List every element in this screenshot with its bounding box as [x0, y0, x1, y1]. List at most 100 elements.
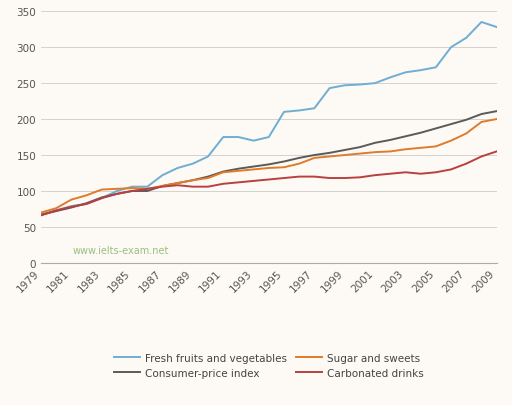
Consumer-price index	[175, 181, 181, 186]
Fresh fruits and vegetables	[175, 166, 181, 171]
Legend: Fresh fruits and vegetables, Consumer-price index, Sugar and sweets, Carbonated : Fresh fruits and vegetables, Consumer-pr…	[110, 349, 428, 382]
Sugar and sweets	[266, 166, 272, 171]
Sugar and sweets	[114, 187, 120, 192]
Sugar and sweets	[327, 155, 333, 160]
Consumer-price index	[281, 160, 287, 164]
Carbonated drinks	[387, 172, 393, 177]
Fresh fruits and vegetables	[402, 71, 409, 76]
Fresh fruits and vegetables	[387, 76, 393, 81]
Fresh fruits and vegetables	[53, 209, 59, 213]
Fresh fruits and vegetables	[83, 202, 90, 207]
Carbonated drinks	[478, 155, 484, 160]
Carbonated drinks	[327, 176, 333, 181]
Sugar and sweets	[448, 139, 454, 144]
Consumer-price index	[220, 170, 226, 175]
Fresh fruits and vegetables	[463, 36, 470, 41]
Sugar and sweets	[478, 120, 484, 125]
Fresh fruits and vegetables	[250, 139, 257, 144]
Sugar and sweets	[220, 171, 226, 175]
Sugar and sweets	[357, 152, 363, 157]
Consumer-price index	[463, 118, 470, 123]
Consumer-price index	[99, 196, 105, 200]
Carbonated drinks	[372, 173, 378, 178]
Sugar and sweets	[99, 188, 105, 192]
Line: Sugar and sweets: Sugar and sweets	[41, 120, 497, 213]
Consumer-price index	[327, 151, 333, 156]
Carbonated drinks	[418, 172, 424, 177]
Sugar and sweets	[236, 169, 242, 174]
Carbonated drinks	[266, 178, 272, 183]
Fresh fruits and vegetables	[144, 185, 151, 190]
Line: Fresh fruits and vegetables: Fresh fruits and vegetables	[41, 23, 497, 215]
Carbonated drinks	[129, 189, 135, 194]
Consumer-price index	[342, 148, 348, 153]
Consumer-price index	[205, 175, 211, 179]
Carbonated drinks	[250, 179, 257, 184]
Fresh fruits and vegetables	[433, 66, 439, 70]
Line: Consumer-price index: Consumer-price index	[41, 112, 497, 215]
Carbonated drinks	[83, 202, 90, 207]
Carbonated drinks	[494, 149, 500, 154]
Fresh fruits and vegetables	[478, 21, 484, 26]
Carbonated drinks	[281, 176, 287, 181]
Sugar and sweets	[463, 132, 470, 136]
Sugar and sweets	[250, 168, 257, 173]
Sugar and sweets	[175, 181, 181, 186]
Carbonated drinks	[402, 171, 409, 175]
Carbonated drinks	[68, 205, 74, 210]
Sugar and sweets	[144, 187, 151, 192]
Sugar and sweets	[190, 178, 196, 183]
Consumer-price index	[311, 153, 317, 158]
Consumer-price index	[68, 206, 74, 211]
Fresh fruits and vegetables	[190, 162, 196, 167]
Consumer-price index	[53, 209, 59, 214]
Consumer-price index	[83, 201, 90, 206]
Fresh fruits and vegetables	[281, 110, 287, 115]
Fresh fruits and vegetables	[342, 83, 348, 88]
Consumer-price index	[494, 109, 500, 114]
Fresh fruits and vegetables	[311, 107, 317, 111]
Fresh fruits and vegetables	[372, 81, 378, 86]
Sugar and sweets	[296, 162, 302, 167]
Consumer-price index	[296, 156, 302, 161]
Sugar and sweets	[68, 198, 74, 202]
Carbonated drinks	[296, 175, 302, 179]
Sugar and sweets	[129, 186, 135, 191]
Consumer-price index	[402, 134, 409, 139]
Sugar and sweets	[418, 146, 424, 151]
Carbonated drinks	[175, 183, 181, 188]
Fresh fruits and vegetables	[236, 135, 242, 140]
Carbonated drinks	[144, 187, 151, 192]
Sugar and sweets	[402, 147, 409, 152]
Consumer-price index	[372, 141, 378, 146]
Carbonated drinks	[357, 175, 363, 180]
Line: Carbonated drinks: Carbonated drinks	[41, 152, 497, 216]
Sugar and sweets	[38, 211, 44, 215]
Fresh fruits and vegetables	[266, 135, 272, 140]
Consumer-price index	[38, 213, 44, 217]
Fresh fruits and vegetables	[205, 155, 211, 160]
Consumer-price index	[190, 178, 196, 183]
Consumer-price index	[418, 131, 424, 136]
Sugar and sweets	[205, 176, 211, 181]
Fresh fruits and vegetables	[38, 213, 44, 217]
Carbonated drinks	[99, 196, 105, 201]
Consumer-price index	[250, 165, 257, 170]
Carbonated drinks	[159, 185, 165, 190]
Sugar and sweets	[159, 184, 165, 189]
Fresh fruits and vegetables	[99, 196, 105, 201]
Consumer-price index	[448, 122, 454, 127]
Carbonated drinks	[236, 181, 242, 185]
Sugar and sweets	[494, 117, 500, 122]
Carbonated drinks	[53, 209, 59, 213]
Fresh fruits and vegetables	[327, 87, 333, 92]
Fresh fruits and vegetables	[296, 109, 302, 113]
Sugar and sweets	[83, 193, 90, 198]
Fresh fruits and vegetables	[114, 189, 120, 194]
Sugar and sweets	[372, 150, 378, 155]
Carbonated drinks	[220, 182, 226, 187]
Consumer-price index	[387, 138, 393, 143]
Text: www.ielts-exam.net: www.ielts-exam.net	[73, 245, 169, 255]
Consumer-price index	[129, 189, 135, 194]
Fresh fruits and vegetables	[357, 83, 363, 88]
